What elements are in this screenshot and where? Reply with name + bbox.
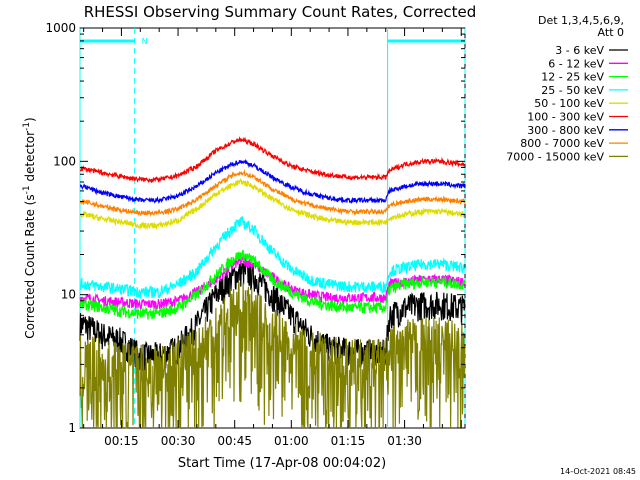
- legend-entry-label: 3 - 6 keV: [555, 44, 604, 57]
- x-tick-label: 00:15: [104, 434, 139, 448]
- legend-header-line1: Det 1,3,4,5,6,9,: [538, 14, 624, 27]
- legend-entry-label: 50 - 100 keV: [534, 97, 604, 110]
- x-tick-label: 01:00: [274, 434, 309, 448]
- x-tick-label: 00:45: [217, 434, 252, 448]
- series-line: [79, 136, 466, 184]
- legend-entry-label: 800 - 7000 keV: [520, 137, 604, 150]
- series-line: [79, 281, 466, 429]
- x-axis-label: Start Time (17-Apr-08 00:04:02): [178, 456, 386, 471]
- y-axis-label: Corrected Count Rate (s-1 detector-1): [22, 117, 37, 338]
- footer-timestamp: 14-Oct-2021 08:45: [560, 467, 636, 476]
- series-line: [79, 215, 466, 300]
- x-tick-label: 01:15: [331, 434, 366, 448]
- legend-entry-label: 12 - 25 keV: [541, 71, 604, 84]
- legend-entry-label: 300 - 800 keV: [527, 124, 604, 137]
- legend-entry-label: 25 - 50 keV: [541, 84, 604, 97]
- series-line: [79, 168, 466, 217]
- series-line: [79, 260, 466, 371]
- x-tick-label: 00:30: [161, 434, 196, 448]
- x-tick-label: 01:30: [387, 434, 422, 448]
- night-label: N: [142, 37, 148, 46]
- y-tick-label: 100: [53, 154, 76, 168]
- axes: 1 10 100 1000 00:15 00:30 00:45 01:00 01:15 01:30: [45, 21, 465, 448]
- legend-entry-label: 6 - 12 keV: [548, 57, 604, 70]
- series-line: [79, 158, 466, 205]
- y-tick-label: 10: [61, 288, 76, 302]
- legend-header-line2: Att 0: [598, 26, 624, 39]
- series-line: [79, 177, 466, 231]
- legend-entry-label: 100 - 300 keV: [527, 111, 604, 124]
- chart-title: RHESSI Observing Summary Count Rates, Co…: [84, 3, 477, 21]
- y-tick-label: 1: [68, 421, 76, 435]
- legend-entry-label: 7000 - 15000 keV: [506, 150, 604, 163]
- series-line: [79, 249, 466, 320]
- series-group: [79, 136, 466, 429]
- y-tick-label: 1000: [45, 21, 76, 35]
